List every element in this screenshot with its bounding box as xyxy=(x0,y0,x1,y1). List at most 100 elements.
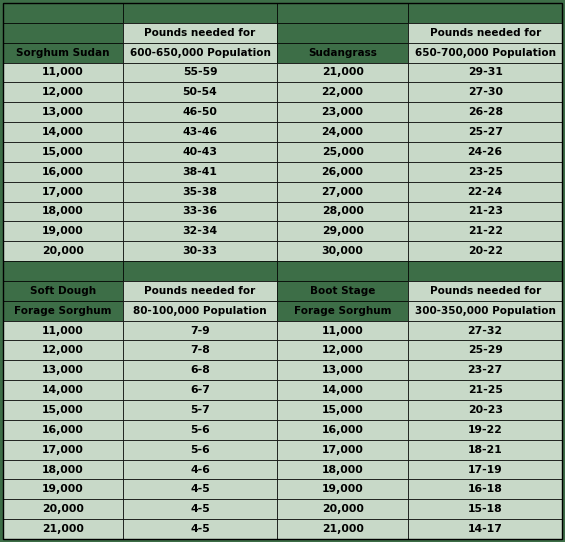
Bar xyxy=(408,62,562,82)
Bar xyxy=(3,480,123,499)
Text: 11,000: 11,000 xyxy=(321,326,363,335)
Text: 16,000: 16,000 xyxy=(42,425,84,435)
Bar xyxy=(408,380,562,400)
Bar xyxy=(408,400,562,420)
Text: 46-50: 46-50 xyxy=(182,107,218,117)
Text: Pounds needed for: Pounds needed for xyxy=(429,286,541,296)
Bar xyxy=(277,360,408,380)
Text: 17,000: 17,000 xyxy=(42,186,84,197)
Bar xyxy=(123,82,277,102)
Bar xyxy=(123,460,277,480)
Text: 40-43: 40-43 xyxy=(182,147,218,157)
Bar xyxy=(408,182,562,202)
Bar xyxy=(277,221,408,241)
Bar xyxy=(408,321,562,340)
Bar xyxy=(408,3,562,23)
Text: 14,000: 14,000 xyxy=(42,385,84,395)
Text: 20-22: 20-22 xyxy=(468,246,503,256)
Text: 4-5: 4-5 xyxy=(190,524,210,534)
Text: Forage Sorghum: Forage Sorghum xyxy=(14,306,112,315)
Text: 13,000: 13,000 xyxy=(42,107,84,117)
Text: 25-29: 25-29 xyxy=(468,345,503,356)
Bar xyxy=(408,420,562,440)
Text: Sudangrass: Sudangrass xyxy=(308,48,377,57)
Bar xyxy=(3,3,123,23)
Bar xyxy=(3,261,123,281)
Bar xyxy=(3,142,123,162)
Bar xyxy=(3,301,123,321)
Bar xyxy=(123,3,277,23)
Text: 22,000: 22,000 xyxy=(321,87,364,98)
Text: 32-34: 32-34 xyxy=(182,227,218,236)
Text: 19-22: 19-22 xyxy=(468,425,503,435)
Bar xyxy=(3,221,123,241)
Bar xyxy=(123,202,277,221)
Bar xyxy=(3,82,123,102)
Bar xyxy=(123,142,277,162)
Text: 7-9: 7-9 xyxy=(190,326,210,335)
Text: 21-25: 21-25 xyxy=(468,385,503,395)
Bar xyxy=(277,400,408,420)
Text: 21,000: 21,000 xyxy=(42,524,84,534)
Text: 19,000: 19,000 xyxy=(42,227,84,236)
Bar xyxy=(277,340,408,360)
Bar xyxy=(3,182,123,202)
Text: 26-28: 26-28 xyxy=(468,107,503,117)
Bar xyxy=(3,519,123,539)
Text: 33-36: 33-36 xyxy=(182,207,218,216)
Bar xyxy=(3,102,123,122)
Text: 11,000: 11,000 xyxy=(42,326,84,335)
Text: 80-100,000 Population: 80-100,000 Population xyxy=(133,306,267,315)
Bar xyxy=(123,360,277,380)
Bar xyxy=(277,301,408,321)
Text: 15,000: 15,000 xyxy=(42,147,84,157)
Text: 23-25: 23-25 xyxy=(468,167,503,177)
Bar xyxy=(123,221,277,241)
Text: 7-8: 7-8 xyxy=(190,345,210,356)
Bar xyxy=(408,360,562,380)
Bar xyxy=(3,241,123,261)
Bar xyxy=(123,380,277,400)
Bar xyxy=(277,122,408,142)
Bar xyxy=(123,241,277,261)
Bar xyxy=(277,62,408,82)
Bar xyxy=(123,420,277,440)
Text: 12,000: 12,000 xyxy=(321,345,363,356)
Text: 35-38: 35-38 xyxy=(182,186,218,197)
Bar xyxy=(123,23,277,43)
Bar xyxy=(123,162,277,182)
Bar xyxy=(123,62,277,82)
Bar xyxy=(3,281,123,301)
Bar xyxy=(277,3,408,23)
Bar xyxy=(123,261,277,281)
Text: 14,000: 14,000 xyxy=(42,127,84,137)
Bar xyxy=(123,122,277,142)
Bar xyxy=(408,221,562,241)
Bar xyxy=(123,321,277,340)
Bar xyxy=(123,480,277,499)
Bar xyxy=(408,519,562,539)
Bar xyxy=(123,340,277,360)
Bar xyxy=(277,162,408,182)
Text: 18-21: 18-21 xyxy=(468,444,502,455)
Bar xyxy=(408,43,562,62)
Bar xyxy=(277,82,408,102)
Bar xyxy=(3,340,123,360)
Text: 28,000: 28,000 xyxy=(321,207,363,216)
Bar xyxy=(408,102,562,122)
Bar xyxy=(3,499,123,519)
Text: 17,000: 17,000 xyxy=(42,444,84,455)
Bar xyxy=(408,241,562,261)
Text: 27-30: 27-30 xyxy=(468,87,503,98)
Text: 19,000: 19,000 xyxy=(321,485,363,494)
Text: 12,000: 12,000 xyxy=(42,345,84,356)
Text: 17-19: 17-19 xyxy=(468,464,502,474)
Bar xyxy=(408,281,562,301)
Text: 15,000: 15,000 xyxy=(42,405,84,415)
Text: 21,000: 21,000 xyxy=(321,524,363,534)
Bar xyxy=(408,261,562,281)
Bar xyxy=(277,321,408,340)
Bar xyxy=(3,23,123,43)
Bar xyxy=(3,380,123,400)
Bar xyxy=(277,281,408,301)
